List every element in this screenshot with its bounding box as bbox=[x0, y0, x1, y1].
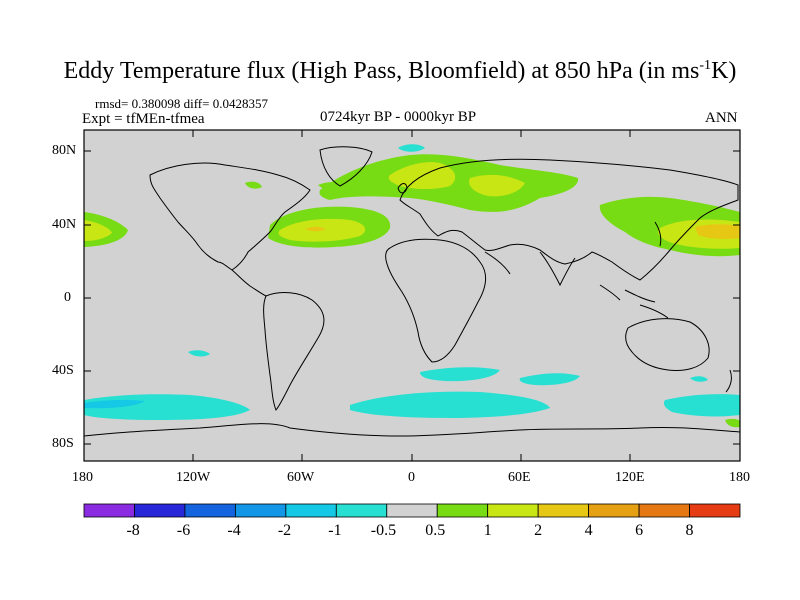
negative-anomaly-patches bbox=[84, 144, 740, 420]
coast-eurasia bbox=[399, 158, 739, 281]
coast-arabia-india bbox=[484, 251, 576, 287]
colorbar-label-4: -1 bbox=[328, 522, 342, 539]
patch-small-south-east bbox=[725, 418, 740, 428]
colorbar-label-2: -4 bbox=[227, 522, 241, 539]
lat-label-0: 0 bbox=[64, 290, 71, 305]
colorbar-swatch-5 bbox=[335, 503, 388, 518]
coast-north-america bbox=[149, 162, 311, 271]
patch-south-pacific-west-cyan bbox=[663, 394, 740, 417]
colorbar-label-11: 8 bbox=[685, 522, 694, 539]
coast-central-america bbox=[231, 269, 267, 297]
coastlines bbox=[83, 146, 741, 437]
title-main: Eddy Temperature flux (High Pass, Bloomf… bbox=[63, 58, 700, 84]
lon-label-180w: 180 bbox=[72, 470, 93, 485]
lon-label-0: 0 bbox=[408, 470, 415, 485]
patch-small-northwest bbox=[245, 181, 262, 189]
patch-southern-atlantic-cyan bbox=[350, 391, 550, 418]
colorbar-swatch-2 bbox=[184, 503, 236, 518]
coast-new-zealand bbox=[725, 369, 732, 393]
lat-tick-marks bbox=[84, 150, 740, 445]
patch-south-indian-cyan bbox=[420, 367, 500, 382]
patch-small-southern bbox=[188, 350, 210, 357]
patch-small-tasman bbox=[690, 376, 708, 382]
coast-greenland bbox=[319, 146, 373, 187]
colorbar-label-10: 6 bbox=[635, 522, 644, 539]
lon-label-60w: 60W bbox=[287, 470, 315, 485]
colorbar-label-1: -6 bbox=[176, 522, 191, 539]
map-panel bbox=[83, 129, 741, 462]
patch-south-indian-cyan-2 bbox=[519, 373, 580, 386]
patch-west-atlantic-orange bbox=[305, 226, 326, 232]
colorbar-swatch-8 bbox=[487, 503, 539, 518]
lon-label-120w: 120W bbox=[176, 470, 211, 485]
colorbar-label-6: 0.5 bbox=[425, 522, 446, 539]
experiment-label: Expt = tfMEn-tfmea bbox=[82, 111, 205, 127]
season-label: ANN bbox=[705, 110, 738, 126]
lon-tick-marks bbox=[192, 130, 631, 461]
lat-label-80s: 80S bbox=[52, 436, 74, 451]
colorbar-swatch-6 bbox=[386, 503, 438, 518]
colorbar-swatch-9 bbox=[537, 503, 590, 518]
patch-eurasia-yellow bbox=[469, 174, 525, 197]
figure-title: Eddy Temperature flux (High Pass, Bloomf… bbox=[0, 58, 800, 85]
lon-label-180e: 180 bbox=[729, 470, 750, 485]
colorbar-swatch-4 bbox=[285, 503, 337, 518]
coast-se-asia bbox=[599, 284, 669, 319]
period-label: 0724kyr BP - 0000kyr BP bbox=[320, 109, 477, 125]
colorbar-label-5: -0.5 bbox=[370, 522, 397, 539]
title-superscript: -1 bbox=[699, 58, 712, 73]
colorbar-label-8: 2 bbox=[534, 522, 543, 539]
colorbar-swatch-0 bbox=[83, 503, 135, 518]
colorbar-swatch-7 bbox=[436, 503, 489, 518]
colorbar-label-9: 4 bbox=[584, 522, 593, 539]
coast-uk bbox=[397, 183, 408, 194]
lon-label-120e: 120E bbox=[615, 470, 645, 485]
patch-north-pacific-orange bbox=[695, 224, 740, 239]
colorbar-label-7: 1 bbox=[483, 522, 492, 539]
lat-label-40n: 40N bbox=[52, 217, 77, 232]
colorbar-swatch-1 bbox=[134, 503, 186, 518]
lat-label-40s: 40S bbox=[52, 363, 74, 378]
patch-arctic-cyan bbox=[398, 144, 425, 152]
coast-africa bbox=[385, 238, 487, 363]
stats-text: rmsd= 0.380098 diff= 0.0428357 bbox=[95, 96, 268, 111]
colorbar-swatch-12 bbox=[689, 503, 741, 518]
colorbar-label-0: -8 bbox=[126, 522, 140, 539]
lat-label-80n: 80N bbox=[52, 143, 77, 158]
coast-antarctica bbox=[83, 423, 741, 437]
lon-label-60e: 60E bbox=[508, 470, 531, 485]
colorbar-swatch-3 bbox=[234, 503, 287, 518]
patch-southern-pacific-blue bbox=[84, 399, 145, 409]
colorbar-swatch-11 bbox=[638, 503, 690, 518]
colorbar-swatch-10 bbox=[588, 503, 640, 518]
coast-australia bbox=[625, 318, 710, 371]
colorbar bbox=[83, 503, 741, 518]
coast-south-america bbox=[263, 292, 325, 411]
colorbar-label-3: -2 bbox=[277, 522, 292, 539]
title-end: K) bbox=[711, 58, 737, 84]
coast-japan bbox=[654, 221, 662, 247]
